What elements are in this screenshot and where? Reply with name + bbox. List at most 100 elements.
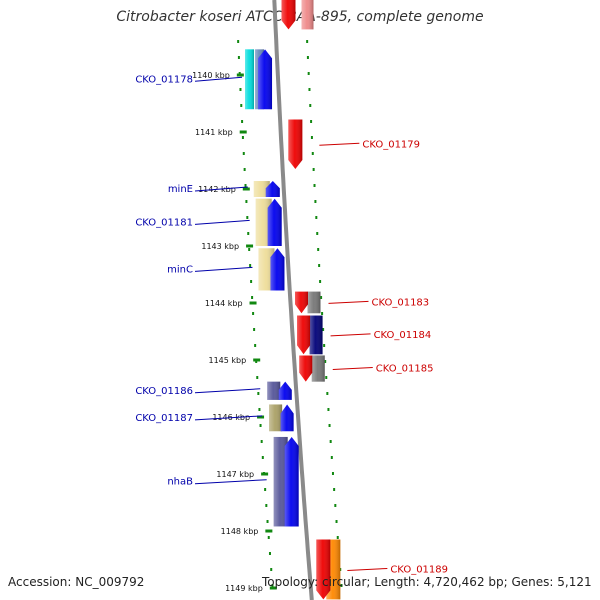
scale-tick-label: 1140 kbp: [192, 71, 230, 80]
track-border-dot: [271, 584, 274, 587]
gene-CKO_01189[interactable]: [316, 539, 341, 600]
scale-tick-label: 1148 kbp: [221, 527, 259, 536]
track-border-dot: [323, 344, 326, 347]
track-border-dot: [268, 552, 271, 555]
track-border-dot: [251, 296, 254, 299]
track-border-dot: [250, 280, 253, 283]
gene-arrow-shade: [284, 436, 299, 527]
track-border-dot: [249, 264, 252, 267]
track-border-dot: [327, 408, 330, 411]
genome-info-text: Topology: circular; Length: 4,720,462 bp…: [262, 575, 592, 589]
track-border-dot: [328, 424, 331, 427]
scale-tick-mark: [269, 586, 277, 590]
gene-label-text: minE: [168, 184, 193, 195]
scale-tick-label: 1143 kbp: [201, 242, 239, 251]
track-border-dot: [334, 504, 337, 507]
gene-label-CKO_01189[interactable]: CKO_01189: [347, 564, 448, 575]
scale-tick-label: 1147 kbp: [216, 470, 254, 479]
map-title: Citrobacter koseri ATCC BAA-895, complet…: [116, 9, 484, 25]
track-border-dot: [309, 104, 312, 107]
track-border-dot: [258, 408, 261, 411]
track-border-dot: [256, 376, 259, 379]
gene-label-CKO_01185[interactable]: CKO_01185: [332, 364, 434, 375]
track-border-dot: [252, 312, 255, 315]
gene-CKO_01185[interactable]: [299, 355, 325, 382]
track-border-dot: [313, 184, 316, 187]
track-border-dot: [312, 168, 315, 171]
track-border-dot: [335, 520, 338, 523]
track-border-dot: [318, 264, 321, 267]
gene-label-CKO_01181[interactable]: CKO_01181: [135, 217, 250, 228]
gene-arrow-shade: [278, 381, 292, 400]
label-leader-line: [328, 300, 369, 304]
gene-feature-shade: [307, 291, 321, 314]
gene-label-CKO_01183[interactable]: CKO_01183: [328, 297, 429, 308]
gene-label-CKO_01184[interactable]: CKO_01184: [330, 330, 432, 341]
track-border-dot: [324, 360, 327, 363]
scale-tick-mark: [253, 358, 261, 362]
gene-minE[interactable]: [253, 181, 280, 197]
track-border-dot: [326, 392, 329, 395]
gene-label-text: CKO_01184: [374, 330, 432, 341]
label-leader-line: [194, 266, 253, 272]
label-leader-line: [194, 76, 243, 82]
track-border-dot: [308, 88, 311, 91]
gene-CKO_01183[interactable]: [294, 291, 321, 314]
gene-label-text: CKO_01179: [362, 139, 420, 150]
track-border-dot: [242, 152, 245, 155]
track-border-dot: [330, 456, 333, 459]
gene-CKO_01187[interactable]: [269, 404, 294, 432]
gene-CKO_01184[interactable]: [297, 315, 323, 355]
track-border-dot: [266, 520, 269, 523]
gene-CKO_01181[interactable]: [255, 198, 282, 246]
track-border-dot: [316, 232, 319, 235]
accession-text: Accession: NC_009792: [8, 575, 145, 589]
gene-feature-shade: [311, 355, 325, 382]
gene-label-CKO_01178[interactable]: CKO_01178: [135, 74, 243, 85]
scale-tick-label: 1145 kbp: [208, 356, 246, 365]
gene-CKO_01179[interactable]: [288, 119, 303, 170]
gene-arrow-shade: [265, 181, 280, 197]
gene-label-CKO_01187[interactable]: CKO_01187: [135, 413, 263, 424]
gene-label-minE[interactable]: minE: [168, 184, 248, 195]
gene-unnamed[interactable]: [281, 0, 314, 30]
gene-CKO_01178[interactable]: [245, 49, 273, 110]
track-border-dot: [267, 536, 270, 539]
gene-label-nhaB[interactable]: nhaB: [167, 477, 267, 488]
track-border-dot: [310, 136, 313, 139]
track-border-dot: [321, 312, 324, 315]
track-border-dot: [325, 376, 328, 379]
gene-label-text: CKO_01185: [376, 364, 434, 375]
track-border-dot: [237, 40, 240, 43]
gene-label-CKO_01179[interactable]: CKO_01179: [319, 139, 420, 150]
label-leader-line: [319, 142, 360, 146]
gene-label-text: CKO_01187: [135, 413, 193, 424]
track-border-dot: [237, 56, 240, 59]
gene-label-CKO_01186[interactable]: CKO_01186: [135, 386, 261, 397]
track-border-dot: [253, 328, 256, 331]
track-border-dot: [240, 104, 243, 107]
gene-minC[interactable]: [258, 248, 285, 291]
track-border-dot: [311, 152, 314, 155]
track-border-dot: [329, 440, 332, 443]
label-leader-line: [194, 388, 261, 394]
gene-feature-shade: [309, 315, 323, 355]
track-border-dot: [306, 40, 309, 43]
gene-feature-shade: [267, 381, 281, 400]
genome-backbone: [272, 0, 314, 600]
track-border-dot: [247, 232, 250, 235]
track-border-dot: [245, 200, 248, 203]
label-leader-line: [194, 415, 263, 421]
track-border-dot: [243, 168, 246, 171]
label-leader-line: [347, 567, 388, 571]
gene-feature-shade: [273, 436, 288, 527]
gene-arrow-shade: [281, 0, 296, 30]
scale-tick-mark: [257, 415, 265, 419]
label-leader-line: [330, 333, 371, 337]
track-border-dot: [310, 120, 313, 123]
gene-label-minC[interactable]: minC: [167, 264, 253, 275]
track-border-dot: [320, 296, 323, 299]
gene-CKO_01186[interactable]: [267, 381, 292, 400]
gene-nhaB[interactable]: [273, 436, 299, 527]
